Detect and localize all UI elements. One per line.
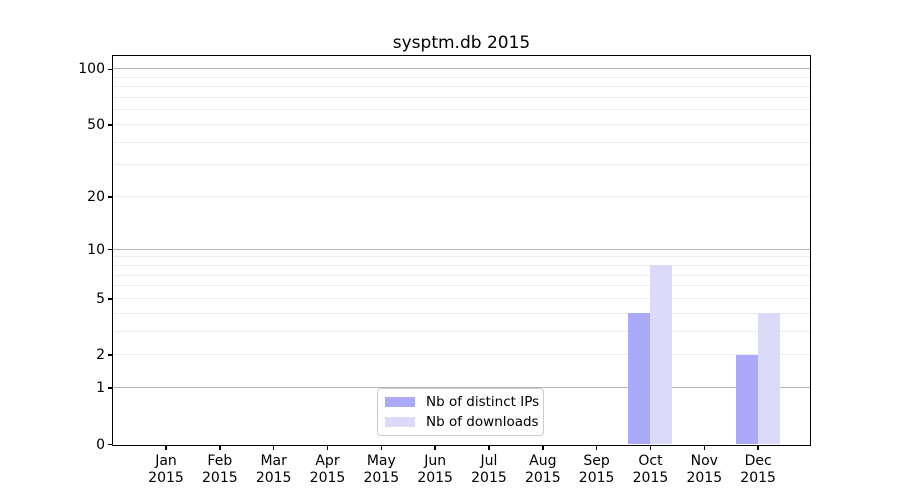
gridline-minor xyxy=(113,109,810,111)
y-tick xyxy=(108,387,112,389)
gridline-minor xyxy=(113,256,810,258)
x-tick-month: May xyxy=(366,452,396,469)
gridline-major xyxy=(113,248,810,250)
gridline-minor xyxy=(113,97,810,99)
x-tick-month: Mar xyxy=(260,452,287,469)
gridline-major xyxy=(113,68,810,70)
gridline-minor xyxy=(113,285,810,287)
x-tick-month: Dec xyxy=(744,452,772,469)
x-tick xyxy=(272,446,275,450)
x-tick xyxy=(649,446,652,450)
x-tick-year: 2015 xyxy=(148,469,184,486)
legend-label-distinct-ips: Nb of distinct IPs xyxy=(426,394,540,410)
legend-swatch-distinct-ips xyxy=(385,397,415,407)
plot-area xyxy=(112,55,811,446)
x-tick-month: Nov xyxy=(690,452,718,469)
legend: Nb of distinct IPs Nb of downloads xyxy=(377,388,544,436)
gridline-minor xyxy=(113,297,810,299)
x-tick-label: Mar 2015 xyxy=(242,453,306,487)
gridline-minor xyxy=(113,76,810,78)
bar-downloads xyxy=(757,313,780,444)
x-tick xyxy=(434,446,436,450)
legend-label-downloads: Nb of downloads xyxy=(426,414,539,430)
y-tick xyxy=(108,298,112,300)
x-tick xyxy=(595,446,598,450)
x-tick-year: 2015 xyxy=(255,469,292,486)
x-tick-label: Apr 2015 xyxy=(295,453,359,487)
x-tick-year: 2015 xyxy=(632,469,669,486)
x-tick-label: Jan 2015 xyxy=(134,453,198,487)
y-tick-label: 20 xyxy=(87,189,105,206)
x-tick xyxy=(380,446,383,450)
x-tick-year: 2015 xyxy=(417,469,453,486)
gridline-minor xyxy=(113,86,810,88)
legend-swatch-downloads xyxy=(385,417,415,427)
y-tick-label: 0 xyxy=(96,436,105,453)
gridline-minor xyxy=(113,196,810,198)
gridline-minor xyxy=(113,264,810,266)
x-tick-year: 2015 xyxy=(309,469,346,486)
x-tick-year: 2015 xyxy=(578,469,615,486)
x-tick-year: 2015 xyxy=(524,469,561,486)
y-tick xyxy=(108,443,112,446)
x-tick-label: May 2015 xyxy=(349,453,413,487)
y-tick-label: 10 xyxy=(87,241,105,258)
x-tick xyxy=(326,446,329,450)
x-tick-label: Jun 2015 xyxy=(403,453,467,487)
x-tick-year: 2015 xyxy=(740,469,776,486)
chart-title: sysptm.db 2015 xyxy=(392,33,531,53)
x-tick-month: Feb xyxy=(207,452,233,469)
x-tick-label: Sep 2015 xyxy=(565,453,629,487)
gridline-minor xyxy=(113,141,810,143)
bar-distinct-ips xyxy=(735,354,758,444)
legend-row-distinct-ips: Nb of distinct IPs xyxy=(385,394,543,410)
x-tick xyxy=(165,446,167,450)
gridline-minor xyxy=(113,124,810,125)
y-tick xyxy=(108,248,112,251)
y-tick-label: 5 xyxy=(96,290,105,307)
gridline-minor xyxy=(113,330,810,332)
x-tick-month: Sep xyxy=(583,452,610,469)
gridline-minor xyxy=(113,164,810,166)
x-tick-month: Apr xyxy=(315,452,340,469)
y-tick-label: 1 xyxy=(96,380,105,397)
x-tick-year: 2015 xyxy=(363,469,400,486)
x-tick-label: Nov 2015 xyxy=(672,453,736,487)
x-tick-year: 2015 xyxy=(202,469,238,486)
y-tick xyxy=(108,196,112,198)
x-tick xyxy=(703,446,706,450)
bar-downloads xyxy=(649,265,672,444)
x-tick xyxy=(542,446,544,450)
x-tick-month: Jun xyxy=(424,452,447,469)
x-tick-month: Aug xyxy=(529,452,557,469)
y-tick-label: 100 xyxy=(78,61,105,78)
gridline-minor xyxy=(113,312,810,314)
x-tick-label: Oct 2015 xyxy=(618,453,682,487)
y-tick xyxy=(108,68,112,71)
x-tick xyxy=(757,446,759,450)
y-tick-label: 2 xyxy=(96,347,105,364)
gridline-minor xyxy=(113,274,810,276)
legend-row-downloads: Nb of downloads xyxy=(385,414,543,430)
y-tick-label: 50 xyxy=(87,117,105,133)
x-tick-month: Oct xyxy=(638,452,663,469)
x-tick-month: Jan xyxy=(155,452,177,469)
x-tick-label: Feb 2015 xyxy=(188,453,252,487)
x-tick-year: 2015 xyxy=(686,469,723,486)
x-tick xyxy=(488,446,490,450)
x-tick xyxy=(219,446,221,450)
x-tick-label: Jul 2015 xyxy=(457,453,521,487)
x-tick-year: 2015 xyxy=(471,469,507,486)
gridline-minor xyxy=(113,354,810,356)
x-tick-month: Jul xyxy=(480,452,498,469)
x-tick-label: Aug 2015 xyxy=(511,453,575,487)
y-tick xyxy=(108,354,112,356)
bar-distinct-ips xyxy=(627,313,650,444)
y-tick xyxy=(108,124,112,126)
x-tick-label: Dec 2015 xyxy=(726,453,790,487)
gridline-major xyxy=(113,387,810,389)
